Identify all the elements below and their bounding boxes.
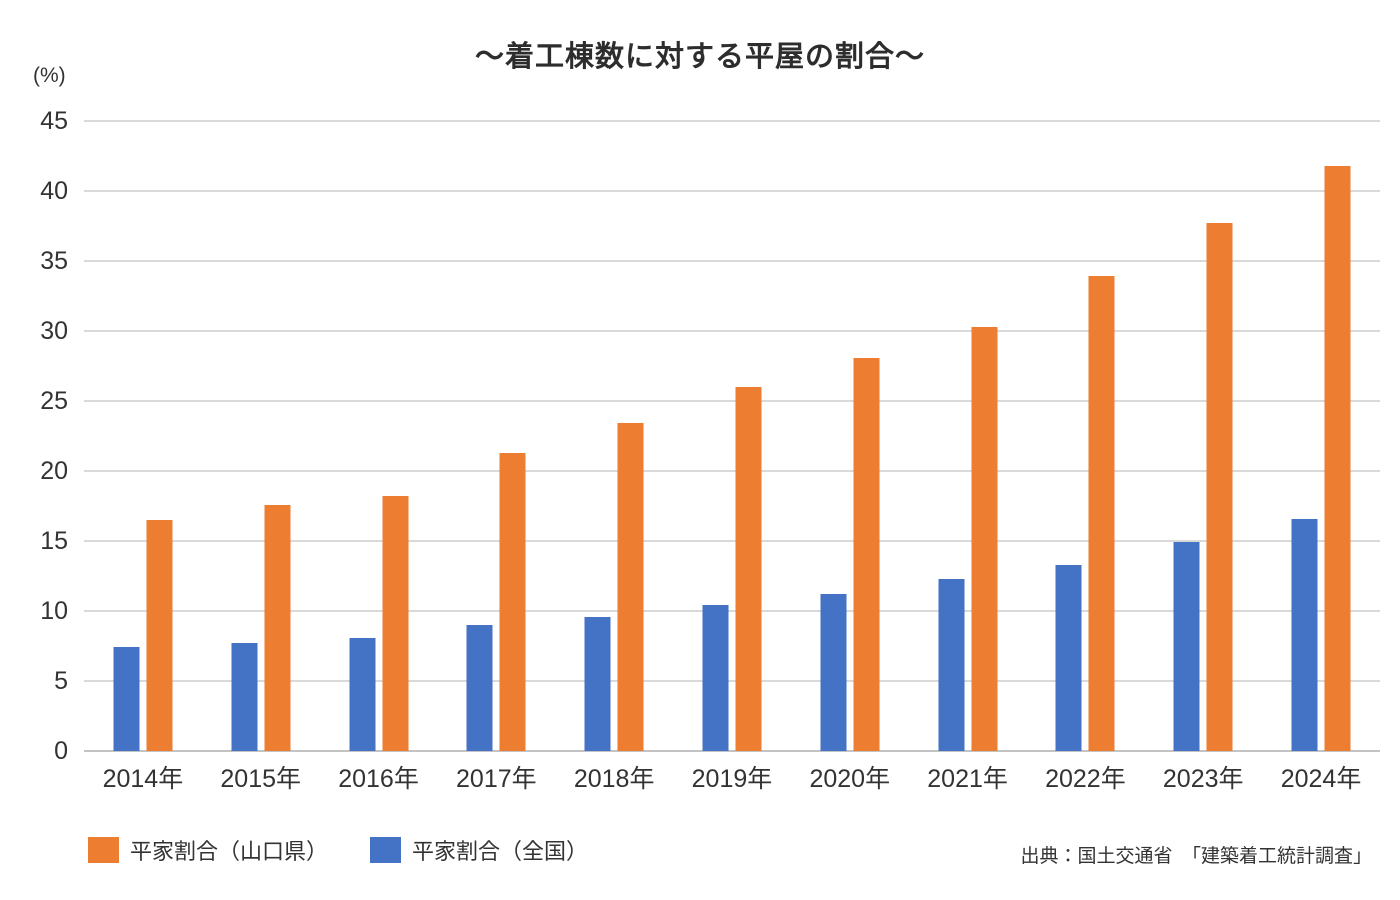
bar-group-2020年 (791, 121, 909, 751)
legend-label-national: 平家割合（全国） (412, 839, 589, 864)
x-tick-label-2018年: 2018年 (573, 765, 655, 793)
bar-平家割合（全国）-2023年 (1173, 542, 1200, 751)
legend-swatch-blue-icon (370, 837, 402, 863)
bar-平家割合（山口県）-2014年 (146, 520, 173, 751)
bar-平家割合（全国）-2022年 (1055, 564, 1082, 751)
y-tick-label-10: 10 (40, 597, 68, 625)
y-tick-label-30: 30 (40, 317, 68, 345)
x-tick-label-2015年: 2015年 (220, 765, 302, 793)
bar-group-2014年 (84, 121, 202, 751)
gridline-45 (84, 120, 1380, 122)
x-tick-label-2023年: 2023年 (1162, 765, 1244, 793)
x-tick-label-2016年: 2016年 (338, 765, 419, 793)
gridline-15 (84, 540, 1380, 542)
bar-平家割合（山口県）-2015年 (264, 504, 291, 751)
bar-group-2018年 (555, 121, 673, 751)
bar-group-2023年 (1144, 121, 1262, 751)
bar-平家割合（全国）-2020年 (820, 594, 847, 751)
bar-平家割合（全国）-2016年 (349, 637, 376, 751)
y-tick-label-40: 40 (40, 177, 68, 205)
bar-平家割合（全国）-2021年 (938, 578, 965, 751)
y-tick-label-15: 15 (40, 527, 68, 555)
bar-平家割合（山口県）-2024年 (1324, 165, 1351, 751)
bar-group-2021年 (909, 121, 1027, 751)
gridline-40 (84, 190, 1380, 192)
bar-平家割合（山口県）-2016年 (382, 496, 409, 751)
bar-group-2024年 (1262, 121, 1380, 751)
bar-平家割合（山口県）-2023年 (1206, 223, 1233, 751)
bar-pair (938, 121, 998, 751)
y-tick-label-5: 5 (54, 667, 68, 695)
x-tick-label-2020年: 2020年 (809, 765, 891, 793)
bar-平家割合（全国）-2018年 (584, 616, 611, 751)
bar-平家割合（全国）-2017年 (466, 625, 493, 751)
bar-平家割合（山口県）-2021年 (971, 326, 998, 751)
bar-group-2019年 (673, 121, 791, 751)
chart-title: ～着工棟数に対する平屋の割合～ (474, 41, 925, 73)
x-tick-label-2021年: 2021年 (927, 765, 1008, 793)
y-tick-label-35: 35 (40, 247, 68, 275)
x-tick-label-2024年: 2024年 (1280, 765, 1362, 793)
bar-group-2015年 (202, 121, 320, 751)
gridline-30 (84, 330, 1380, 332)
y-tick-label-20: 20 (40, 457, 68, 485)
legend-swatch-orange-icon (88, 837, 119, 863)
gridline-0 (84, 750, 1380, 752)
bar-平家割合（全国）-2019年 (702, 605, 729, 751)
source-citation: 出典：国土交通省 「建築着工統計調査」 (1020, 846, 1372, 867)
bar-平家割合（山口県）-2017年 (499, 452, 526, 751)
gridline-25 (84, 400, 1380, 402)
gridline-5 (84, 680, 1380, 682)
bar-pair (1173, 121, 1233, 751)
bar-平家割合（全国）-2024年 (1291, 518, 1318, 751)
gridline-10 (84, 610, 1380, 612)
x-tick-label-2014年: 2014年 (102, 765, 184, 793)
bar-平家割合（山口県）-2019年 (735, 387, 762, 751)
x-tick-label-2017年: 2017年 (456, 765, 537, 793)
bar-平家割合（山口県）-2022年 (1088, 276, 1115, 751)
bar-group-2016年 (320, 121, 438, 751)
bar-pair (702, 121, 762, 751)
bar-pair (113, 121, 173, 751)
bar-group-2022年 (1027, 121, 1145, 751)
legend-item-yamaguchi: 平家割合（山口県） (88, 834, 328, 866)
bar-group-2017年 (437, 121, 555, 751)
y-tick-label-45: 45 (40, 107, 68, 135)
plot-area (84, 120, 1380, 752)
bar-pair (820, 121, 880, 751)
bar-pair (1055, 121, 1115, 751)
x-tick-label-2022年: 2022年 (1045, 765, 1126, 793)
gridline-20 (84, 470, 1380, 472)
bar-平家割合（全国）-2015年 (231, 643, 258, 751)
y-axis: 0 5 10 15 20 25 30 35 40 45 (0, 107, 68, 765)
x-tick-label-2019年: 2019年 (691, 765, 773, 793)
bar-groups (84, 121, 1380, 751)
legend-item-national: 平家割合（全国） (370, 834, 588, 866)
bar-平家割合（全国）-2014年 (113, 647, 140, 751)
bar-pair (349, 121, 409, 751)
bar-pair (584, 121, 644, 751)
bar-pair (466, 121, 526, 751)
x-axis: 2014年 2015年 2016年 2017年 2018年 2019年 2020年 2021年… (84, 762, 1380, 796)
y-tick-label-25: 25 (40, 387, 68, 415)
legend: 平家割合（山口県） 平家割合（全国） (88, 834, 588, 866)
gridline-35 (84, 260, 1380, 262)
bar-pair (231, 121, 291, 751)
legend-label-yamaguchi: 平家割合（山口県） (130, 839, 329, 864)
y-axis-unit-label: (%) (33, 64, 66, 87)
bar-平家割合（山口県）-2018年 (617, 423, 644, 751)
bar-平家割合（山口県）-2020年 (853, 357, 880, 751)
y-tick-label-0: 0 (54, 737, 68, 765)
bar-pair (1291, 121, 1351, 751)
